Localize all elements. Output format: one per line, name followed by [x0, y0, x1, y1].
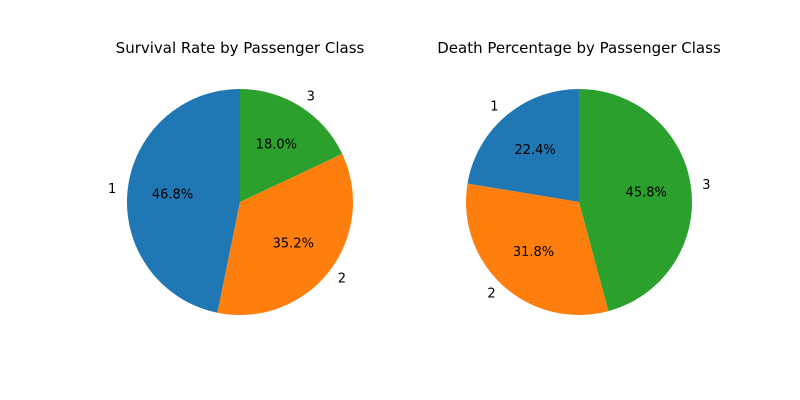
pie-slice-3	[579, 89, 693, 312]
pie-slice-1	[467, 89, 579, 202]
slice-percentage-label: 45.8%	[626, 186, 667, 201]
survival-rate-pie-chart: Survival Rate by Passenger Class 1 46.8% 2…	[108, 39, 365, 315]
slice-category-label: 2	[487, 287, 495, 302]
chart-title: Death Percentage by Passenger Class	[437, 39, 721, 57]
slice-percentage-label: 46.8%	[152, 188, 193, 203]
slice-percentage-label: 31.8%	[513, 245, 554, 260]
pie-slice-2	[217, 153, 353, 315]
slice-category-label: 3	[702, 178, 710, 193]
death-percentage-pie-chart: Death Percentage by Passenger Class 1 22.…	[437, 39, 721, 316]
slice-category-label: 1	[108, 182, 116, 197]
slice-percentage-label: 35.2%	[273, 236, 314, 251]
slice-percentage-label: 18.0%	[256, 137, 297, 152]
pie-slice-1	[126, 89, 240, 313]
chart-title: Survival Rate by Passenger Class	[116, 39, 365, 57]
slice-category-label: 2	[338, 271, 346, 286]
slice-category-label: 3	[307, 90, 315, 105]
pie-slice-3	[240, 89, 343, 202]
pie-slice-2	[466, 183, 609, 316]
slice-percentage-label: 22.4%	[514, 143, 555, 158]
slice-category-label: 1	[490, 100, 498, 115]
